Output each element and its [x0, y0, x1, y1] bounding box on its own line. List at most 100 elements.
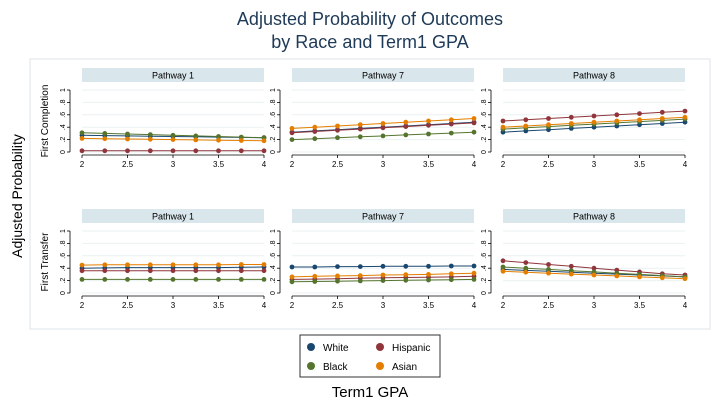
point-white: [357, 264, 363, 269]
panel-strip: [503, 209, 685, 223]
point-asian: [193, 262, 199, 268]
point-asian: [312, 273, 318, 279]
point-black: [471, 277, 477, 282]
point-black: [471, 129, 477, 135]
y-tick-label: .6: [270, 253, 277, 259]
point-hispanic: [261, 148, 267, 154]
point-hispanic: [614, 112, 620, 118]
point-asian: [682, 276, 688, 282]
point-hispanic: [216, 268, 221, 274]
x-tick-label: 3: [592, 160, 597, 169]
point-hispanic: [380, 125, 386, 131]
point-black: [568, 268, 574, 274]
panel-strip: [292, 68, 474, 82]
point-white: [380, 263, 386, 269]
panel-title: Pathway 8: [573, 212, 615, 222]
point-asian: [147, 136, 153, 142]
point-hispanic: [125, 148, 130, 154]
point-black: [102, 277, 108, 282]
point-black: [335, 135, 340, 141]
y-tick-label: .6: [270, 112, 277, 118]
y-tick-label: .2: [270, 278, 277, 284]
panel-strip: [82, 68, 264, 82]
point-asian: [79, 262, 85, 268]
point-hispanic: [79, 148, 85, 154]
x-tick-label: 2: [80, 160, 85, 169]
point-black: [147, 277, 153, 282]
point-black: [170, 132, 176, 138]
x-tick-label: 2.5: [122, 301, 134, 310]
point-black: [523, 265, 529, 271]
point-asian: [426, 272, 431, 277]
legend-label-hispanic: Hispanic: [392, 343, 430, 354]
x-tick-label: 2: [501, 160, 506, 169]
x-axis-title: Term1 GPA: [332, 384, 408, 401]
point-asian: [170, 137, 176, 143]
point-asian: [523, 269, 529, 275]
panel-0-1: Pathway 7 0 .2 .4 .6 .8 1 2 2.5 3 3.5 4: [270, 68, 477, 169]
point-asian: [568, 271, 574, 277]
point-white: [312, 264, 318, 270]
y-tick-label: 0: [270, 150, 277, 154]
y-tick-label: .4: [270, 265, 277, 271]
x-tick-label: 3: [381, 301, 386, 310]
point-asian: [682, 114, 688, 120]
point-asian: [403, 119, 409, 125]
point-hispanic: [591, 113, 597, 119]
point-asian: [289, 274, 295, 280]
point-asian: [79, 136, 85, 141]
point-hispanic: [79, 268, 85, 274]
point-asian: [546, 122, 551, 128]
panel-1-0: Pathway 1 0 .2 .4 .6 .8 1 2 2.5 3 3.5 4: [60, 209, 267, 310]
point-asian: [426, 118, 431, 124]
y-tick-label: .8: [481, 99, 488, 105]
point-hispanic: [546, 116, 551, 121]
point-black: [448, 277, 454, 283]
legend-label-white: White: [323, 343, 349, 354]
point-asian: [357, 273, 363, 278]
y-tick-label: .8: [270, 240, 277, 246]
point-asian: [125, 136, 130, 142]
y-tick-label: 1: [481, 229, 488, 233]
point-asian: [289, 125, 295, 131]
legend: White Hispanic Black Asian: [299, 334, 441, 378]
panel-0-0: Pathway 1 0 .2 .4 .6 .8 1 2 2.5 3 3.5 4: [60, 68, 267, 169]
x-tick-label: 4: [262, 301, 267, 310]
x-tick-label: 2: [80, 301, 85, 310]
point-asian: [335, 123, 340, 129]
point-black: [312, 136, 318, 142]
point-hispanic: [102, 148, 108, 154]
point-white: [448, 263, 454, 269]
point-white: [335, 264, 340, 269]
point-hispanic: [335, 127, 340, 133]
point-asian: [568, 121, 574, 126]
panel-strip: [292, 209, 474, 223]
panel-0-2: Pathway 8 0 .2 .4 .6 .8 1 2 2.5 3 3.5 4: [481, 68, 688, 169]
x-tick-label: 3.5: [423, 301, 435, 310]
point-asian: [637, 274, 642, 280]
panel-1-2: Pathway 8 0 .2 .4 .6 .8 1 2 2.5 3 3.5 4: [481, 209, 688, 310]
point-hispanic: [523, 260, 529, 265]
x-tick-label: 3: [171, 301, 176, 310]
x-tick-label: 4: [683, 301, 688, 310]
y-tick-label: 1: [481, 88, 488, 92]
y-tick-label: .4: [481, 265, 488, 271]
point-black: [289, 279, 295, 285]
point-hispanic: [523, 117, 529, 123]
y-tick-label: 1: [60, 229, 67, 233]
panels-layer: First Completion First Transfer Pathway 1 0…: [40, 68, 688, 310]
x-tick-label: 4: [472, 301, 477, 310]
point-white: [471, 263, 477, 269]
point-asian: [312, 124, 318, 130]
y-tick-label: .2: [481, 137, 488, 143]
point-hispanic: [357, 126, 363, 132]
point-black: [216, 277, 221, 282]
point-hispanic: [546, 262, 551, 267]
row-label-first-completion: First Completion: [40, 85, 51, 158]
point-hispanic: [216, 148, 221, 154]
point-black: [147, 132, 153, 138]
legend-marker-black: [307, 362, 315, 370]
point-black: [193, 133, 199, 139]
